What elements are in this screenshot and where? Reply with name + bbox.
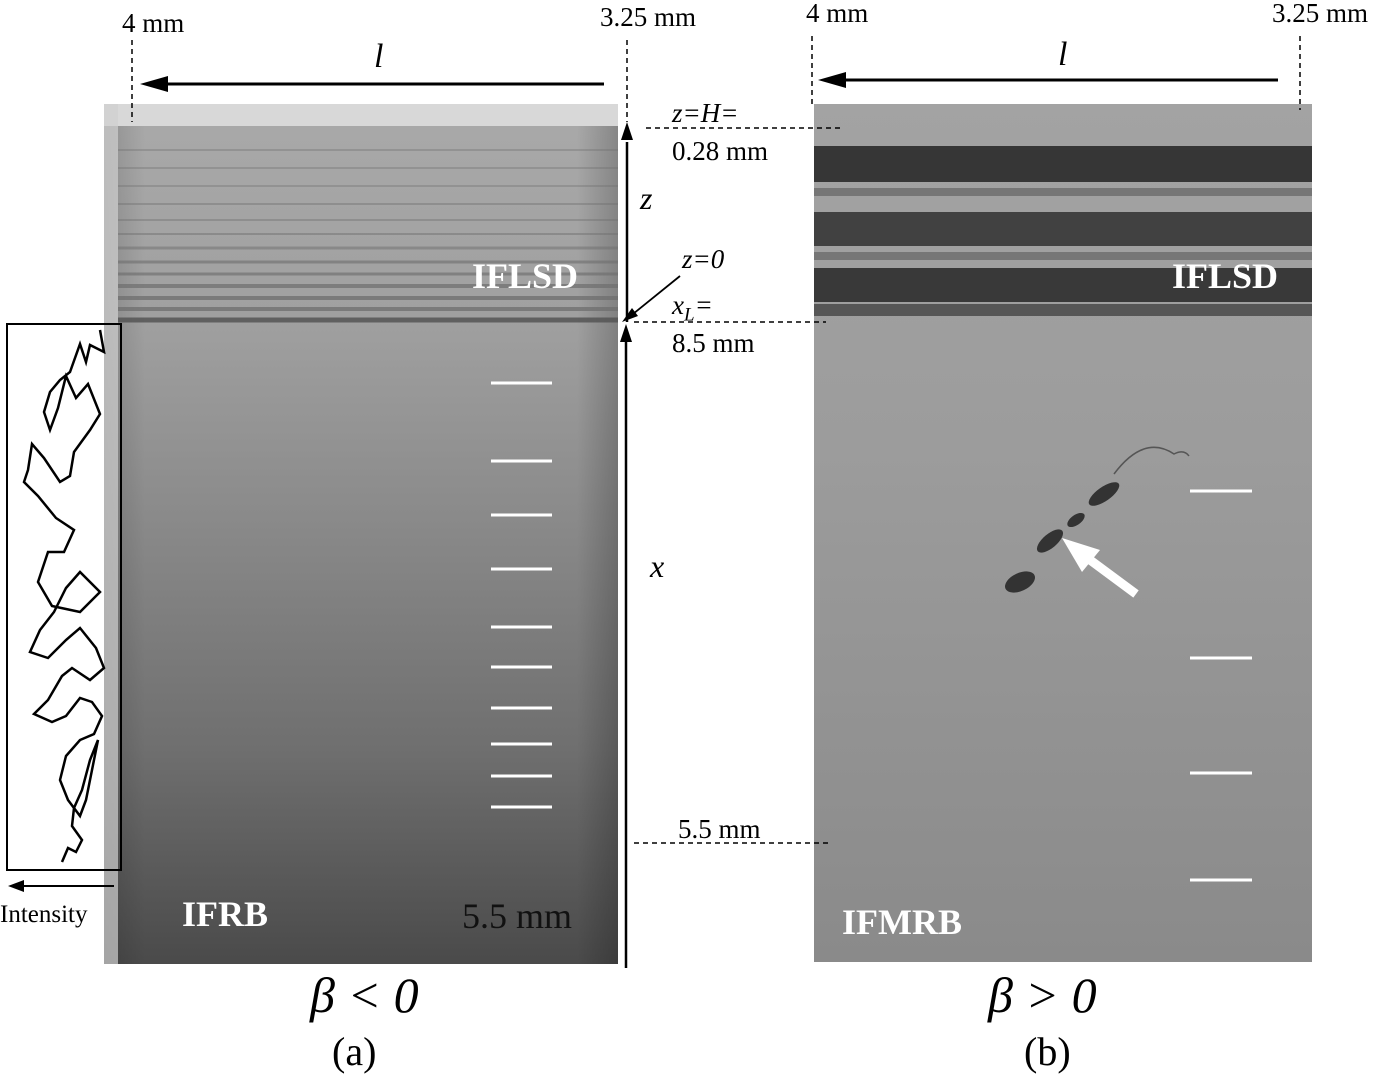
- z-top-label-2: 0.28 mm: [672, 138, 768, 165]
- x-axis-symbol: x: [650, 550, 664, 582]
- panel-a-region-lower: IFRB: [182, 896, 268, 932]
- panel-a-beta-caption: β < 0: [310, 970, 419, 1020]
- z-axis-arrowhead: [621, 122, 633, 140]
- z-zero-label: z=0: [682, 246, 724, 273]
- xl-subscript: L: [684, 304, 695, 325]
- xl-symbol: x: [672, 290, 684, 320]
- xl-value: 8.5 mm: [672, 330, 755, 357]
- xl-label: xL=: [672, 292, 713, 324]
- panel-b-length-symbol: l: [1058, 38, 1067, 72]
- panel-b-sublabel: (b): [1024, 1032, 1071, 1072]
- panel-b-region-lower: IFMRB: [842, 904, 962, 940]
- bottom-mark-label: 5.5 mm: [678, 816, 761, 843]
- panel-b-beta-caption: β > 0: [988, 970, 1097, 1020]
- panel-a-region-upper: IFLSD: [472, 258, 578, 294]
- panel-a-dim-right: 3.25 mm: [600, 4, 696, 31]
- panel-a-scale-text: 5.5 mm: [462, 898, 572, 934]
- intensity-label: Intensity: [0, 902, 88, 927]
- xl-equals: =: [695, 290, 713, 320]
- panel-b-dim-left: 4 mm: [806, 0, 868, 27]
- x-axis-arrowhead: [620, 324, 632, 342]
- panel-a-dim-left: 4 mm: [122, 10, 184, 37]
- panel-b-region-upper: IFLSD: [1172, 258, 1278, 294]
- z-zero-pointer-head: [622, 308, 638, 322]
- length-arrowhead-b: [818, 72, 846, 88]
- panel-a-sublabel: (a): [332, 1032, 376, 1072]
- intensity-profile: [24, 330, 104, 862]
- z-axis-symbol: z: [640, 182, 652, 214]
- panel-a-length-symbol: l: [374, 40, 383, 74]
- length-arrowhead-a: [140, 76, 168, 92]
- z-top-label-1: z=H=: [672, 100, 738, 127]
- intensity-arrowhead: [8, 880, 24, 892]
- panel-b-dim-right: 3.25 mm: [1272, 0, 1368, 27]
